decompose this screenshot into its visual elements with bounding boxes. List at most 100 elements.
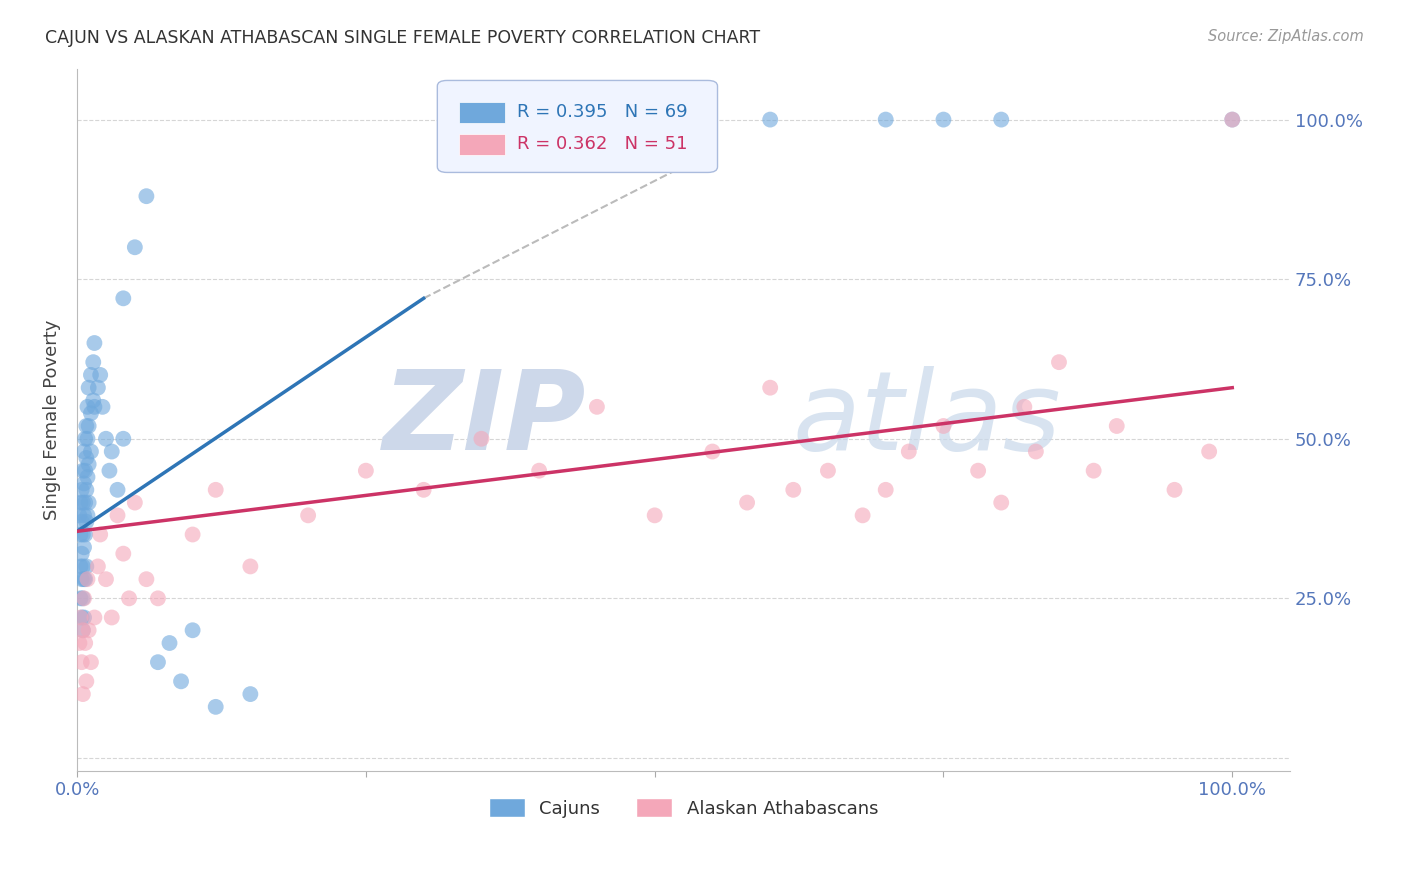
Text: Source: ZipAtlas.com: Source: ZipAtlas.com (1208, 29, 1364, 45)
Point (73, 444, 96, 458)
Point (89, 368, 111, 382)
Point (1198, 444, 1220, 458)
Text: R = 0.395   N = 69: R = 0.395 N = 69 (517, 103, 688, 121)
Point (990, 112, 1012, 127)
Point (69, 527, 91, 541)
Point (1105, 419, 1128, 434)
Point (107, 508, 129, 523)
Point (586, 400, 609, 414)
Point (72, 624, 94, 638)
Point (73, 476, 96, 491)
Point (70, 655, 93, 669)
Point (1047, 355, 1070, 369)
Point (70, 572, 93, 586)
Point (77, 381, 100, 395)
Point (759, 112, 782, 127)
Point (73, 591, 96, 606)
Point (1014, 400, 1036, 414)
Point (77, 419, 100, 434)
Point (72, 559, 94, 574)
Point (73, 610, 96, 624)
Point (118, 591, 141, 606)
Point (1220, 112, 1243, 127)
Point (1163, 483, 1185, 497)
Point (83, 336, 105, 351)
Point (75, 572, 97, 586)
Text: CAJUN VS ALASKAN ATHABASCAN SINGLE FEMALE POVERTY CORRELATION CHART: CAJUN VS ALASKAN ATHABASCAN SINGLE FEMAL… (45, 29, 761, 47)
Point (852, 508, 875, 523)
Point (135, 572, 157, 586)
Point (75, 636, 97, 650)
Point (75, 515, 97, 529)
Point (990, 495, 1012, 509)
Point (135, 189, 157, 203)
Point (76, 400, 98, 414)
Point (67, 508, 90, 523)
Point (107, 483, 129, 497)
Point (100, 610, 122, 624)
Point (159, 636, 181, 650)
Point (112, 432, 135, 446)
Point (69, 591, 91, 606)
Point (72, 687, 94, 701)
Point (80, 444, 103, 458)
Point (702, 444, 724, 458)
Point (80, 406, 103, 420)
Point (759, 381, 782, 395)
Point (75, 450, 97, 465)
Point (932, 112, 955, 127)
Point (82, 355, 104, 369)
Point (77, 458, 100, 472)
Point (897, 444, 920, 458)
Point (70, 515, 93, 529)
Point (91, 400, 114, 414)
Point (69, 610, 91, 624)
Point (412, 483, 434, 497)
Point (297, 508, 319, 523)
Point (124, 495, 146, 509)
Point (1083, 464, 1105, 478)
Point (94, 432, 117, 446)
Point (146, 591, 169, 606)
Point (76, 572, 98, 586)
Point (72, 527, 94, 541)
Point (87, 381, 110, 395)
Point (470, 432, 492, 446)
Point (77, 624, 100, 638)
Point (875, 112, 897, 127)
Point (70, 483, 93, 497)
Point (76, 508, 98, 523)
Point (98, 464, 121, 478)
Point (354, 464, 377, 478)
Bar (460, 102, 505, 122)
FancyBboxPatch shape (437, 80, 717, 172)
Text: R = 0.362   N = 51: R = 0.362 N = 51 (517, 136, 688, 153)
Point (817, 464, 839, 478)
Point (73, 541, 96, 555)
Point (181, 624, 204, 638)
Point (1220, 112, 1243, 127)
Point (80, 368, 103, 382)
Text: atlas: atlas (793, 366, 1062, 473)
Point (75, 527, 97, 541)
Point (875, 483, 897, 497)
Point (75, 674, 97, 689)
Point (75, 559, 97, 574)
Point (112, 291, 135, 305)
Point (204, 699, 226, 714)
Legend: Cajuns, Alaskan Athabascans: Cajuns, Alaskan Athabascans (481, 791, 886, 825)
Point (77, 495, 100, 509)
Point (782, 483, 804, 497)
Point (80, 655, 103, 669)
Point (73, 572, 96, 586)
Point (72, 464, 94, 478)
Point (75, 483, 97, 497)
Point (204, 483, 226, 497)
Point (100, 444, 122, 458)
Point (644, 508, 666, 523)
Point (89, 527, 111, 541)
Point (69, 559, 91, 574)
Point (735, 495, 758, 509)
Point (67, 636, 90, 650)
Point (75, 464, 97, 478)
